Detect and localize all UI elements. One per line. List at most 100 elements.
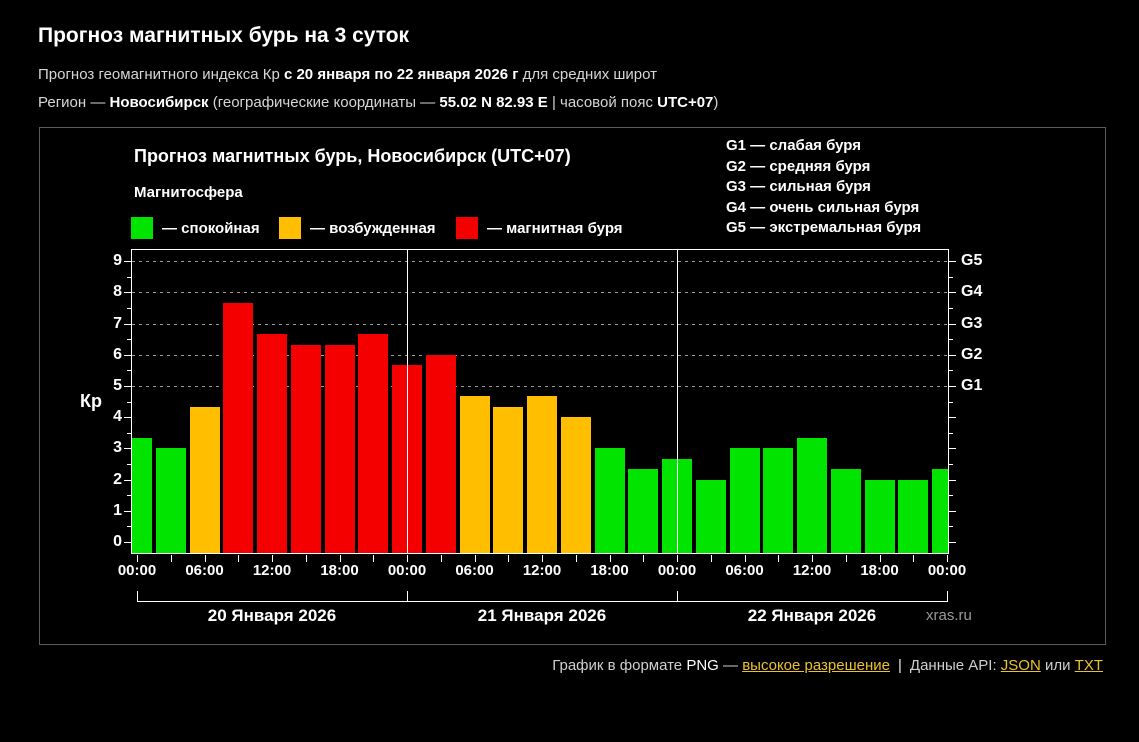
kp-bar: [560, 417, 591, 553]
g-axis-tick: [949, 292, 956, 294]
json-link[interactable]: JSON: [1000, 657, 1041, 674]
y-axis-label: 0: [113, 533, 122, 550]
g-axis-tick: [949, 495, 953, 497]
x-axis-tick: [677, 555, 678, 562]
g-axis-tick: [949, 308, 953, 309]
y-axis-label: 8: [113, 283, 122, 301]
g-legend-line-g2: G2 — средняя буря: [726, 157, 871, 175]
gridline-kp9: [132, 261, 948, 263]
kp-bar: [898, 479, 929, 553]
legend-item-disturbed: — возбужденная: [279, 217, 436, 239]
region-close: ): [713, 94, 719, 111]
g-axis-tick: [949, 354, 956, 356]
x-axis-label: 06:00: [455, 562, 494, 579]
y-axis-tick: [124, 448, 131, 450]
g-axis-tick: [949, 417, 956, 419]
x-axis-label: 18:00: [860, 562, 899, 579]
x-axis-label: 12:00: [792, 562, 832, 579]
g-axis-tick: [949, 261, 956, 263]
hires-link[interactable]: высокое разрешение: [742, 657, 890, 674]
x-axis-tick: [440, 555, 442, 562]
x-axis-tick: [609, 555, 611, 562]
txt-link[interactable]: TXT: [1074, 657, 1103, 674]
gridline-kp7: [132, 323, 948, 325]
subtitle-dates: с 20 января по 22 января 2026 г: [283, 66, 519, 83]
storm-color-swatch: [456, 217, 478, 239]
day-label: 21 Января 2026: [477, 606, 607, 625]
g-legend-line-g1: G1 — слабая буря: [726, 137, 862, 154]
g-axis-tick: [949, 339, 953, 341]
x-axis-label: 00:00: [387, 562, 427, 579]
png-label: PNG: [686, 657, 719, 674]
g-axis-label-g3: G3: [961, 314, 983, 332]
x-axis-label: 18:00: [590, 562, 629, 579]
y-axis-tick: [124, 386, 131, 387]
y-axis-tick: [127, 526, 131, 528]
y-axis-tick: [124, 261, 131, 263]
x-axis-label: 12:00: [252, 562, 292, 579]
g-axis-tick: [949, 386, 956, 387]
gridline-kp8: [132, 292, 948, 294]
legend-label-storm: — магнитная буря: [487, 219, 623, 237]
x-axis-tick: [879, 555, 881, 562]
y-axis-tick: [127, 308, 131, 309]
region-separator: | часовой пояс: [547, 94, 658, 111]
g-axis-tick: [949, 448, 956, 450]
y-axis-tick: [124, 542, 131, 543]
bracket-tick: [677, 591, 678, 602]
subtitle-prefix: Прогноз геомагнитного индекса Кр: [38, 66, 284, 83]
day-label: 22 Января 2026: [747, 606, 877, 625]
y-axis-tick: [124, 354, 131, 356]
y-axis-tick: [124, 479, 131, 481]
region-coordinates: 55.02 N 82.93 E: [439, 94, 548, 111]
x-axis-label: 00:00: [657, 562, 697, 579]
quiet-color-swatch: [131, 217, 153, 239]
g-axis-tick: [949, 464, 953, 465]
footer-divider: |: [898, 657, 902, 674]
api-label: Данные API:: [909, 657, 1001, 674]
kp-bar: [324, 344, 355, 553]
g-axis-label-g1: G1: [961, 377, 983, 394]
bracket-tick: [407, 591, 408, 602]
x-axis-tick: [845, 555, 847, 562]
x-axis-tick: [204, 555, 206, 562]
g-axis-tick: [949, 510, 956, 512]
g-axis-tick: [949, 479, 956, 481]
y-axis-label: 3: [113, 439, 122, 457]
day-label: 20 Января 2026: [207, 606, 337, 625]
region-mid: (географические координаты —: [208, 94, 440, 111]
kp-bar: [729, 448, 760, 553]
kp-bar: [932, 469, 948, 553]
plot-area: [131, 249, 949, 554]
g-scale-legend: G1 — слабая буря G2 — средняя буря G3 — …: [726, 136, 921, 239]
kp-bar: [864, 479, 895, 553]
g-axis-tick: [949, 401, 953, 403]
y-axis-tick: [124, 292, 131, 294]
region-line: Регион — Новосибирск (географические коо…: [38, 94, 718, 111]
x-axis-tick: [542, 555, 543, 562]
legend-label-disturbed: — возбужденная: [310, 219, 436, 237]
g-axis-tick: [949, 370, 953, 372]
kp-bar: [290, 344, 321, 553]
kp-bar: [132, 438, 152, 553]
kp-bar: [763, 448, 794, 553]
kp-bar: [493, 406, 524, 553]
g-legend-line-g4: G4 — очень сильная буря: [726, 198, 920, 216]
x-axis-tick: [812, 555, 813, 562]
x-axis-tick: [778, 555, 780, 562]
kp-axis-label: Кр: [80, 391, 102, 411]
x-axis-tick: [710, 555, 712, 562]
y-axis-tick: [127, 370, 131, 372]
footer-or: или: [1040, 657, 1075, 674]
y-axis-label: 2: [113, 470, 122, 488]
kp-bar: [695, 479, 726, 553]
y-axis-tick: [124, 510, 131, 512]
g-legend-line-g3: G3 — сильная буря: [726, 178, 871, 195]
y-axis-label: 5: [113, 377, 122, 394]
y-axis-tick: [124, 323, 131, 325]
legend-item-storm: — магнитная буря: [456, 217, 623, 239]
kp-bar: [527, 396, 557, 553]
y-axis-tick: [127, 432, 131, 434]
forecast-subtitle: Прогноз геомагнитного индекса Кр с 20 ян…: [38, 66, 657, 83]
